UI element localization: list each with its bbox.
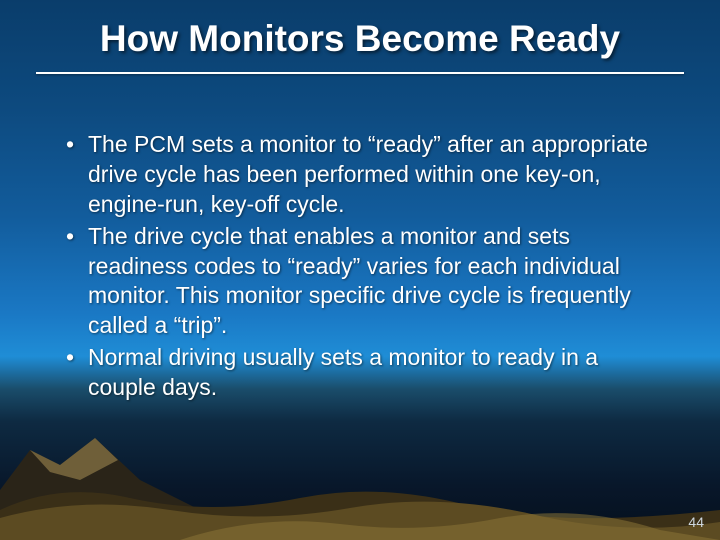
bullet-item: Normal driving usually sets a monitor to…	[60, 343, 670, 403]
bullet-item: The PCM sets a monitor to “ready” after …	[60, 130, 670, 220]
slide-body: The PCM sets a monitor to “ready” after …	[60, 130, 670, 405]
page-number: 44	[688, 514, 704, 530]
title-underline	[36, 72, 684, 74]
mountain-graphic	[0, 410, 720, 540]
slide-title: How Monitors Become Ready	[0, 18, 720, 60]
bullet-list: The PCM sets a monitor to “ready” after …	[60, 130, 670, 403]
bullet-item: The drive cycle that enables a monitor a…	[60, 222, 670, 342]
slide: How Monitors Become Ready The PCM sets a…	[0, 0, 720, 540]
